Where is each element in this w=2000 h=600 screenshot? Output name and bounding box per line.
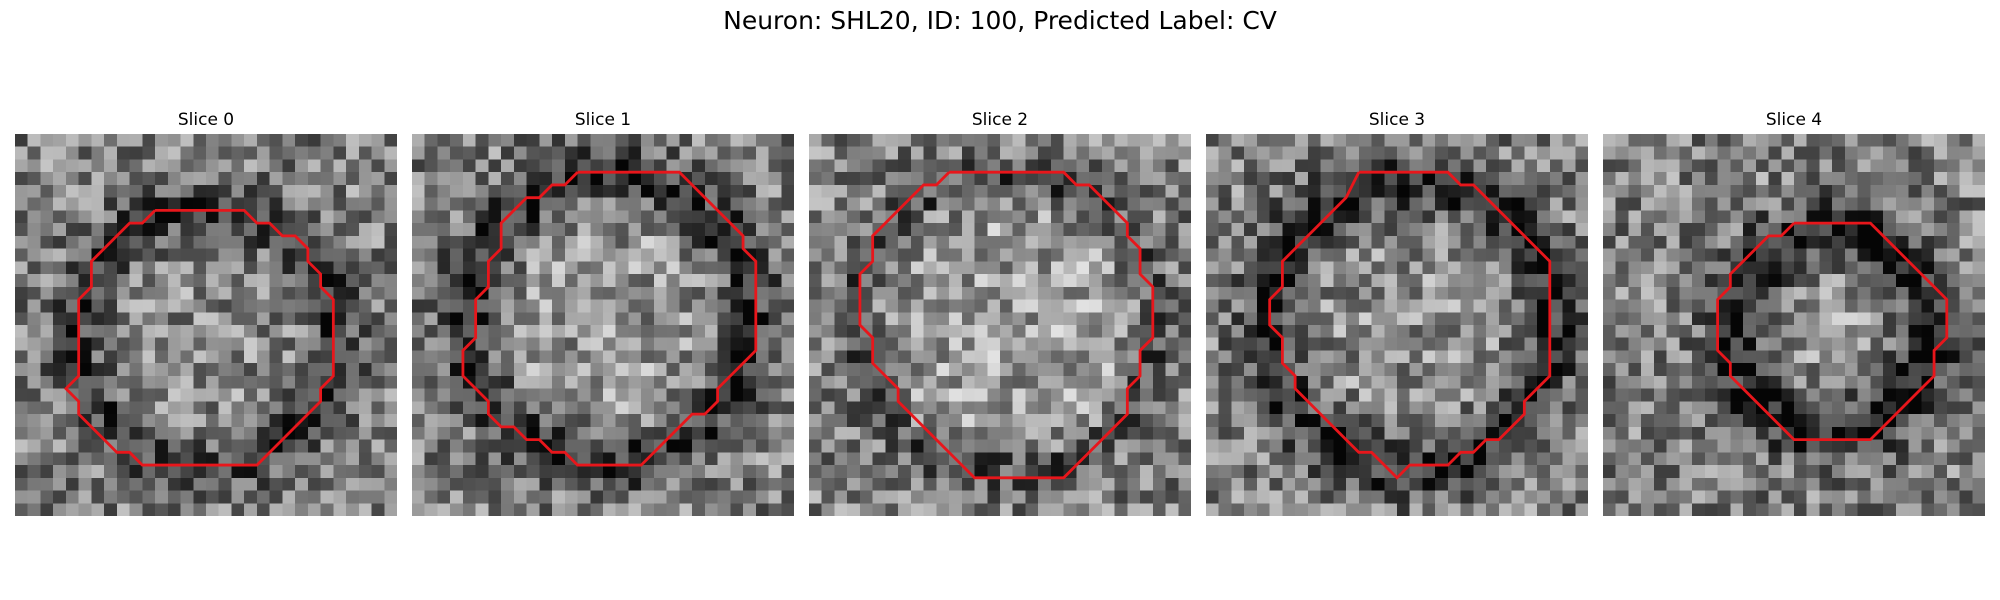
figure-title: Neuron: SHL20, ID: 100, Predicted Label:… (723, 6, 1277, 35)
slice-panel-0: Slice 0 (15, 110, 397, 520)
neuron-contour (63, 208, 335, 467)
neuron-contour (858, 170, 1155, 480)
slice-title: Slice 0 (177, 110, 235, 130)
slice-title: Slice 4 (1765, 110, 1823, 130)
slice-panel-4: Slice 4 (1603, 110, 1985, 520)
neuron-contour (1716, 221, 1949, 442)
slice-image (809, 134, 1191, 516)
slice-image (412, 134, 794, 516)
slice-title: Slice 1 (574, 110, 632, 130)
neuron-contour (461, 170, 758, 467)
slice-title: Slice 3 (1368, 110, 1426, 130)
slice-image (1206, 134, 1588, 516)
neuron-contour (1268, 170, 1552, 480)
slice-panel-3: Slice 3 (1206, 110, 1588, 520)
slice-title: Slice 2 (971, 110, 1029, 130)
slice-image (15, 134, 397, 516)
slice-image (1603, 134, 1985, 516)
slice-panel-1: Slice 1 (412, 110, 794, 520)
slice-panel-2: Slice 2 (809, 110, 1191, 520)
